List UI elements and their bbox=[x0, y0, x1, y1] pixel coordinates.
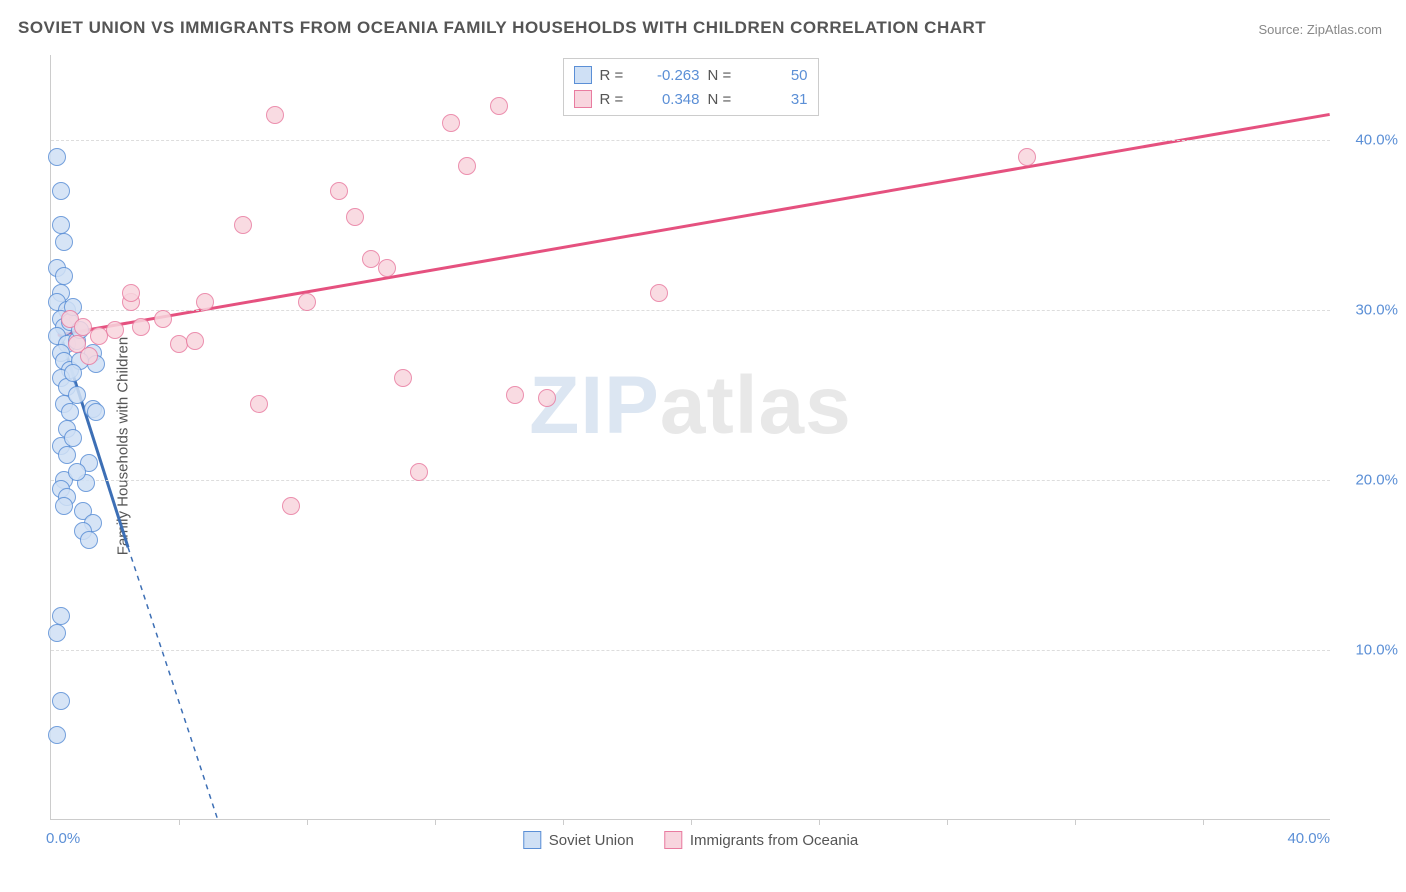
data-point bbox=[58, 446, 76, 464]
x-minor-tick bbox=[1203, 819, 1204, 825]
data-point bbox=[64, 429, 82, 447]
x-minor-tick bbox=[819, 819, 820, 825]
n-label: N = bbox=[708, 67, 742, 84]
data-point bbox=[266, 106, 284, 124]
data-point bbox=[650, 284, 668, 302]
legend-item-soviet: Soviet Union bbox=[523, 831, 634, 849]
x-tick-last: 40.0% bbox=[1287, 830, 1330, 847]
data-point bbox=[538, 389, 556, 407]
x-minor-tick bbox=[307, 819, 308, 825]
gridline-h bbox=[51, 480, 1330, 481]
data-point bbox=[394, 369, 412, 387]
swatch-soviet bbox=[523, 831, 541, 849]
gridline-h bbox=[51, 140, 1330, 141]
gridline-h bbox=[51, 650, 1330, 651]
legend-row-soviet: R = -0.263 N = 50 bbox=[574, 63, 808, 87]
swatch-oceania bbox=[664, 831, 682, 849]
chart-title: SOVIET UNION VS IMMIGRANTS FROM OCEANIA … bbox=[18, 18, 986, 38]
data-point bbox=[1018, 148, 1036, 166]
data-point bbox=[234, 216, 252, 234]
series-legend: Soviet Union Immigrants from Oceania bbox=[523, 831, 858, 849]
y-tick-label: 10.0% bbox=[1338, 642, 1398, 659]
r-value-oceania: 0.348 bbox=[642, 91, 700, 108]
data-point bbox=[196, 293, 214, 311]
data-point bbox=[506, 386, 524, 404]
data-point bbox=[250, 395, 268, 413]
data-point bbox=[68, 386, 86, 404]
data-point bbox=[80, 531, 98, 549]
legend-label-oceania: Immigrants from Oceania bbox=[690, 832, 858, 849]
x-minor-tick bbox=[947, 819, 948, 825]
correlation-legend: R = -0.263 N = 50 R = 0.348 N = 31 bbox=[563, 58, 819, 116]
x-minor-tick bbox=[1075, 819, 1076, 825]
data-point bbox=[154, 310, 172, 328]
data-point bbox=[55, 267, 73, 285]
data-point bbox=[55, 233, 73, 251]
data-point bbox=[55, 497, 73, 515]
data-point bbox=[64, 364, 82, 382]
legend-item-oceania: Immigrants from Oceania bbox=[664, 831, 858, 849]
gridline-h bbox=[51, 310, 1330, 311]
data-point bbox=[106, 321, 124, 339]
y-tick-label: 30.0% bbox=[1338, 302, 1398, 319]
data-point bbox=[61, 403, 79, 421]
chart-container: SOVIET UNION VS IMMIGRANTS FROM OCEANIA … bbox=[0, 0, 1406, 892]
x-tick-first: 0.0% bbox=[46, 830, 80, 847]
r-label: R = bbox=[600, 91, 634, 108]
swatch-soviet bbox=[574, 66, 592, 84]
data-point bbox=[122, 284, 140, 302]
data-point bbox=[458, 157, 476, 175]
data-point bbox=[330, 182, 348, 200]
n-value-soviet: 50 bbox=[750, 67, 808, 84]
y-tick-label: 20.0% bbox=[1338, 472, 1398, 489]
data-point bbox=[410, 463, 428, 481]
data-point bbox=[48, 726, 66, 744]
watermark: ZIPatlas bbox=[529, 359, 851, 453]
legend-label-soviet: Soviet Union bbox=[549, 832, 634, 849]
data-point bbox=[68, 463, 86, 481]
n-label: N = bbox=[708, 91, 742, 108]
swatch-oceania bbox=[574, 90, 592, 108]
x-minor-tick bbox=[563, 819, 564, 825]
data-point bbox=[52, 182, 70, 200]
data-point bbox=[490, 97, 508, 115]
trend-lines-layer bbox=[51, 55, 1330, 819]
x-minor-tick bbox=[179, 819, 180, 825]
data-point bbox=[132, 318, 150, 336]
data-point bbox=[80, 347, 98, 365]
data-point bbox=[48, 624, 66, 642]
plot-area: ZIPatlas R = -0.263 N = 50 R = 0.348 N =… bbox=[50, 55, 1330, 820]
source-label: Source: ZipAtlas.com bbox=[1258, 22, 1382, 37]
data-point bbox=[298, 293, 316, 311]
x-minor-tick bbox=[691, 819, 692, 825]
r-value-soviet: -0.263 bbox=[642, 67, 700, 84]
data-point bbox=[52, 216, 70, 234]
data-point bbox=[442, 114, 460, 132]
data-point bbox=[282, 497, 300, 515]
r-label: R = bbox=[600, 67, 634, 84]
data-point bbox=[346, 208, 364, 226]
data-point bbox=[87, 403, 105, 421]
data-point bbox=[52, 607, 70, 625]
y-tick-label: 40.0% bbox=[1338, 132, 1398, 149]
data-point bbox=[186, 332, 204, 350]
data-point bbox=[378, 259, 396, 277]
x-minor-tick bbox=[435, 819, 436, 825]
data-point bbox=[48, 148, 66, 166]
legend-row-oceania: R = 0.348 N = 31 bbox=[574, 87, 808, 111]
data-point bbox=[52, 692, 70, 710]
n-value-oceania: 31 bbox=[750, 91, 808, 108]
watermark-atlas: atlas bbox=[660, 360, 852, 451]
